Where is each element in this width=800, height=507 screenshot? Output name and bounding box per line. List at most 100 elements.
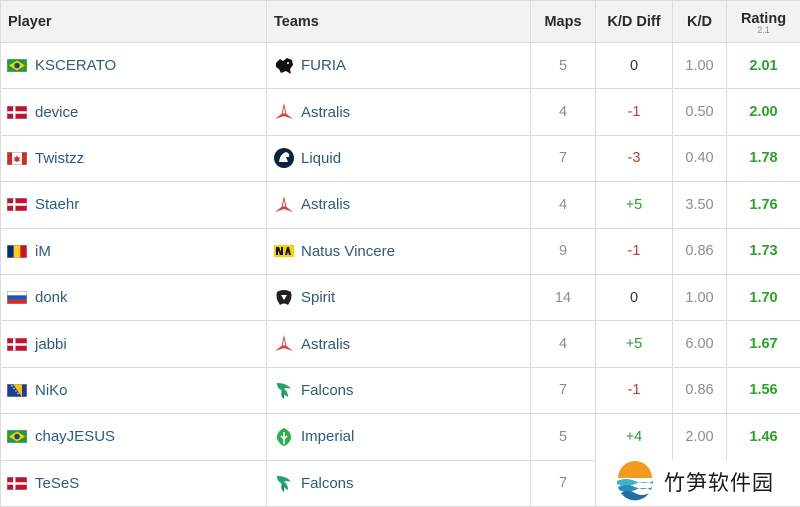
- team-name-link[interactable]: Natus Vincere: [301, 243, 395, 260]
- team-cell[interactable]: Liquid: [267, 135, 531, 181]
- player-cell[interactable]: Staehr: [1, 182, 267, 228]
- column-header-maps[interactable]: Maps: [531, 1, 596, 43]
- column-header-teams[interactable]: Teams: [267, 1, 531, 43]
- player-name-link[interactable]: jabbi: [35, 336, 67, 353]
- navi-icon: [273, 240, 295, 262]
- player-name-link[interactable]: Staehr: [35, 196, 79, 213]
- kd-diff-cell: -1: [596, 89, 673, 135]
- rating-cell: 1.76: [727, 182, 800, 228]
- rating-cell: 1.73: [727, 228, 800, 274]
- kd-cell: 0.40: [673, 135, 727, 181]
- player-name-link[interactable]: iM: [35, 243, 51, 260]
- team-name-link[interactable]: Imperial: [301, 428, 354, 445]
- team-cell[interactable]: Natus Vincere: [267, 228, 531, 274]
- column-header-kd-diff[interactable]: K/D Diff: [596, 1, 673, 43]
- team-name-link[interactable]: Falcons: [301, 382, 354, 399]
- rating-cell: 1.67: [727, 321, 800, 367]
- team-name-link[interactable]: Spirit: [301, 289, 335, 306]
- rating-cell: 2.00: [727, 89, 800, 135]
- maps-cell: 4: [531, 182, 596, 228]
- watermark-text: 竹笋软件园: [664, 467, 774, 497]
- team-cell[interactable]: FURIA: [267, 43, 531, 89]
- player-name-link[interactable]: Twistzz: [35, 150, 84, 167]
- kd-cell: 0.86: [673, 228, 727, 274]
- player-name-link[interactable]: chayJESUS: [35, 428, 115, 445]
- team-name-link[interactable]: Falcons: [301, 475, 354, 492]
- team-name-link[interactable]: Astralis: [301, 196, 350, 213]
- imperial-leaf-icon: [273, 426, 295, 448]
- player-cell[interactable]: donk: [1, 274, 267, 320]
- maps-cell: 14: [531, 274, 596, 320]
- maps-cell: 9: [531, 228, 596, 274]
- kd-cell: 0.50: [673, 89, 727, 135]
- russia-flag-icon: [7, 291, 27, 304]
- team-cell[interactable]: Astralis: [267, 182, 531, 228]
- player-cell[interactable]: device: [1, 89, 267, 135]
- astralis-star-icon: [273, 194, 295, 216]
- maps-cell: 4: [531, 89, 596, 135]
- player-name-link[interactable]: NiKo: [35, 382, 68, 399]
- canada-flag-icon: [7, 152, 27, 165]
- team-cell[interactable]: Imperial: [267, 414, 531, 460]
- player-name-link[interactable]: device: [35, 104, 78, 121]
- player-cell[interactable]: jabbi: [1, 321, 267, 367]
- astralis-star-icon: [273, 101, 295, 123]
- kd-diff-cell: +5: [596, 182, 673, 228]
- team-cell[interactable]: Astralis: [267, 89, 531, 135]
- player-cell[interactable]: chayJESUS: [1, 414, 267, 460]
- kd-diff-cell: -3: [596, 135, 673, 181]
- kd-cell: 1.00: [673, 274, 727, 320]
- kd-diff-cell: -1: [596, 367, 673, 413]
- bamboo-shoot-logo-icon: [614, 461, 656, 503]
- bosnia-flag-icon: [7, 384, 27, 397]
- maps-cell: 5: [531, 43, 596, 89]
- table-header-row: Player Teams Maps K/D Diff K/D Rating 2.…: [1, 1, 800, 43]
- spirit-dragon-icon: [273, 287, 295, 309]
- falcons-bird-icon: [273, 472, 295, 494]
- column-header-player[interactable]: Player: [1, 1, 267, 43]
- player-name-link[interactable]: TeSeS: [35, 475, 79, 492]
- team-name-link[interactable]: Astralis: [301, 336, 350, 353]
- team-name-link[interactable]: Liquid: [301, 150, 341, 167]
- kd-diff-cell: 0: [596, 274, 673, 320]
- player-name-link[interactable]: KSCERATO: [35, 57, 116, 74]
- player-cell[interactable]: TeSeS: [1, 460, 267, 506]
- maps-cell: 7: [531, 460, 596, 506]
- rating-version-label: 2.1: [727, 26, 800, 35]
- kd-cell: 1.00: [673, 43, 727, 89]
- team-name-link[interactable]: Astralis: [301, 104, 350, 121]
- player-cell[interactable]: iM: [1, 228, 267, 274]
- player-cell[interactable]: KSCERATO: [1, 43, 267, 89]
- player-cell[interactable]: NiKo: [1, 367, 267, 413]
- kd-diff-cell: +4: [596, 414, 673, 460]
- kd-cell: 2.00: [673, 414, 727, 460]
- kd-diff-cell: 0: [596, 43, 673, 89]
- column-header-rating[interactable]: Rating 2.1: [727, 1, 800, 43]
- furia-panther-icon: [273, 55, 295, 77]
- maps-cell: 7: [531, 135, 596, 181]
- kd-cell: 6.00: [673, 321, 727, 367]
- team-cell[interactable]: Falcons: [267, 367, 531, 413]
- brazil-flag-icon: [7, 59, 27, 72]
- astralis-star-icon: [273, 333, 295, 355]
- column-header-kd[interactable]: K/D: [673, 1, 727, 43]
- watermark: 竹笋软件园: [614, 460, 800, 504]
- denmark-flag-icon: [7, 106, 27, 119]
- kd-cell: 0.86: [673, 367, 727, 413]
- maps-cell: 5: [531, 414, 596, 460]
- team-cell[interactable]: Astralis: [267, 321, 531, 367]
- player-name-link[interactable]: donk: [35, 289, 68, 306]
- rating-cell: 1.46: [727, 414, 800, 460]
- team-name-link[interactable]: FURIA: [301, 57, 346, 74]
- denmark-flag-icon: [7, 477, 27, 490]
- player-cell[interactable]: Twistzz: [1, 135, 267, 181]
- maps-cell: 7: [531, 367, 596, 413]
- team-cell[interactable]: Spirit: [267, 274, 531, 320]
- team-cell[interactable]: Falcons: [267, 460, 531, 506]
